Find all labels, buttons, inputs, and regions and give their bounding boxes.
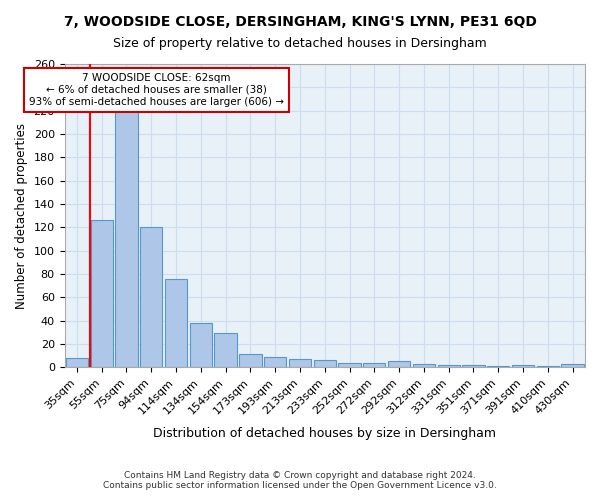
Bar xyxy=(463,365,485,367)
Text: Size of property relative to detached houses in Dersingham: Size of property relative to detached ho… xyxy=(113,38,487,51)
Text: 7 WOODSIDE CLOSE: 62sqm
← 6% of detached houses are smaller (38)
93% of semi-det: 7 WOODSIDE CLOSE: 62sqm ← 6% of detached… xyxy=(29,74,284,106)
Bar xyxy=(512,365,534,367)
Text: 7, WOODSIDE CLOSE, DERSINGHAM, KING'S LYNN, PE31 6QD: 7, WOODSIDE CLOSE, DERSINGHAM, KING'S LY… xyxy=(64,15,536,29)
Bar xyxy=(289,359,311,367)
Bar xyxy=(165,278,187,367)
Bar xyxy=(66,358,88,367)
Bar xyxy=(214,334,237,367)
Bar xyxy=(264,356,286,367)
Bar xyxy=(363,362,385,367)
Bar xyxy=(338,362,361,367)
Bar xyxy=(413,364,435,367)
Bar xyxy=(239,354,262,367)
Bar xyxy=(190,323,212,367)
Bar xyxy=(437,365,460,367)
Bar xyxy=(487,366,509,367)
Text: Contains HM Land Registry data © Crown copyright and database right 2024.
Contai: Contains HM Land Registry data © Crown c… xyxy=(103,470,497,490)
Bar xyxy=(314,360,336,367)
Bar xyxy=(562,364,584,367)
Bar xyxy=(91,220,113,367)
Bar xyxy=(140,228,163,367)
Y-axis label: Number of detached properties: Number of detached properties xyxy=(15,122,28,308)
Bar xyxy=(115,102,137,367)
Bar xyxy=(388,362,410,367)
Bar xyxy=(536,366,559,367)
X-axis label: Distribution of detached houses by size in Dersingham: Distribution of detached houses by size … xyxy=(153,427,496,440)
